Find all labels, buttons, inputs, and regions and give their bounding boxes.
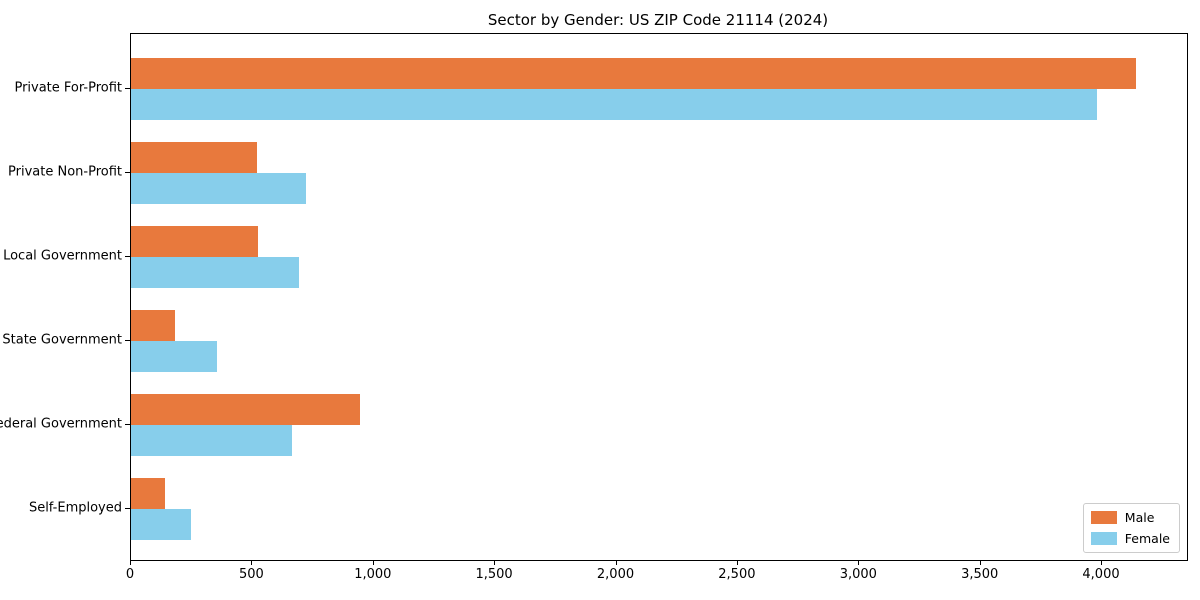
x-tick-mark bbox=[979, 560, 981, 565]
bar-female-3 bbox=[131, 257, 299, 288]
y-tick-label: Federal Government bbox=[0, 416, 122, 432]
y-tick-label: Private Non-Profit bbox=[8, 164, 122, 180]
legend-item-female: Female bbox=[1090, 531, 1170, 546]
x-tick-mark bbox=[1101, 560, 1102, 565]
x-tick-mark bbox=[251, 560, 253, 565]
x-tick-label: 1,500 bbox=[475, 567, 513, 582]
bar-female-1 bbox=[131, 89, 1098, 120]
plot-area: Male Female bbox=[130, 33, 1188, 561]
y-tick-label: Self-Employed bbox=[28, 500, 122, 516]
legend-item-male: Male bbox=[1090, 510, 1170, 525]
x-tick-label: 0 bbox=[125, 567, 135, 582]
x-tick-mark bbox=[858, 560, 860, 565]
bar-female-4 bbox=[131, 341, 218, 372]
y-tick-mark bbox=[125, 340, 130, 341]
x-tick-mark bbox=[130, 560, 131, 565]
y-tick-label: State Government bbox=[2, 332, 122, 348]
y-tick-mark bbox=[125, 88, 130, 89]
x-tick-mark bbox=[494, 560, 496, 565]
bar-female-6 bbox=[131, 509, 191, 540]
x-tick-mark bbox=[615, 560, 617, 565]
x-tick-label: 3,000 bbox=[839, 567, 877, 582]
chart-title: Sector by Gender: US ZIP Code 21114 (202… bbox=[487, 11, 829, 29]
x-tick-label: 500 bbox=[238, 567, 264, 582]
bar-male-6 bbox=[131, 478, 165, 509]
x-tick-label: 2,000 bbox=[596, 567, 635, 582]
bar-female-5 bbox=[131, 425, 293, 456]
x-tick-label: 2,500 bbox=[718, 567, 756, 582]
bar-male-1 bbox=[131, 58, 1136, 89]
x-tick-label: 1,000 bbox=[354, 567, 392, 582]
y-tick-mark bbox=[125, 256, 130, 257]
bar-female-2 bbox=[131, 173, 306, 204]
bar-male-4 bbox=[131, 310, 175, 341]
x-tick-mark bbox=[736, 560, 738, 565]
y-tick-label: Local Government bbox=[3, 248, 122, 264]
y-tick-mark bbox=[125, 508, 130, 509]
legend-label: Male bbox=[1124, 510, 1155, 525]
x-tick-label: 3,500 bbox=[961, 567, 999, 582]
legend-swatch-male bbox=[1090, 511, 1117, 524]
legend: Male Female bbox=[1082, 503, 1180, 553]
x-tick-mark bbox=[372, 560, 374, 565]
y-tick-mark bbox=[125, 172, 130, 173]
legend-label: Female bbox=[1124, 531, 1170, 546]
bar-male-2 bbox=[131, 142, 258, 173]
x-tick-label: 4,000 bbox=[1082, 567, 1120, 582]
legend-swatch-female bbox=[1090, 532, 1117, 545]
y-tick-label: Private For-Profit bbox=[14, 80, 122, 96]
y-tick-mark bbox=[125, 424, 130, 425]
bar-male-5 bbox=[131, 394, 361, 425]
bar-male-3 bbox=[131, 226, 259, 257]
